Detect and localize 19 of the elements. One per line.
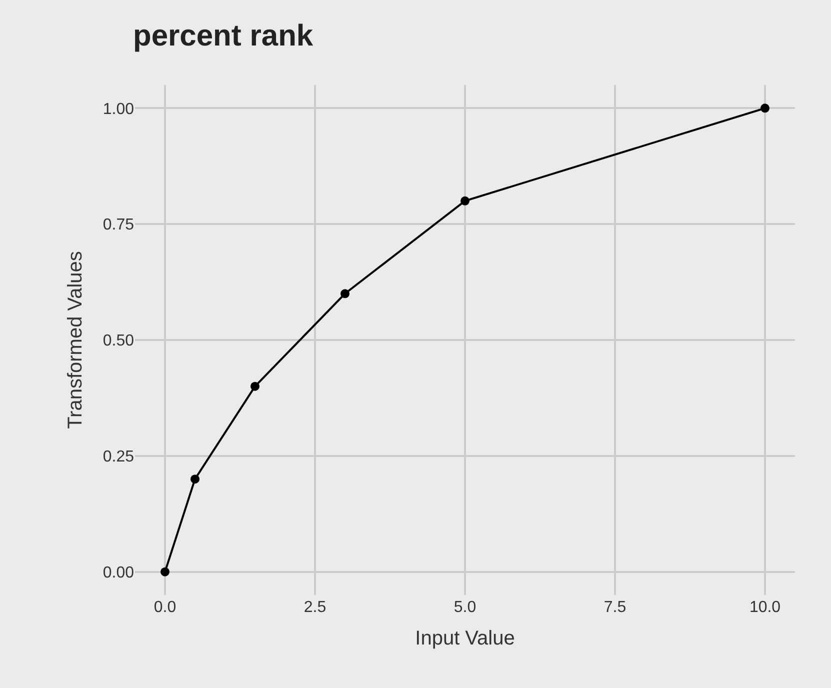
x-tick-label: 5.0 [454,599,476,616]
y-tick-label: 0.00 [102,564,134,582]
point [340,289,350,298]
point [160,567,170,576]
y-tick-label: 0.75 [102,216,134,234]
x-tick-label: 7.5 [604,599,626,616]
y-axis-title: Transformed Values [64,251,86,429]
y-tick-label: 1.00 [102,100,134,118]
x-tick-label: 2.5 [304,599,326,616]
point [250,382,260,391]
x-axis-title: Input Value [415,628,515,650]
x-tick-label: 10.0 [749,599,781,616]
point [460,196,470,206]
x-tick-label: 0.0 [154,599,176,616]
y-tick-label: 0.50 [102,332,134,350]
y-tick-label: 0.25 [102,448,134,466]
point [760,104,770,113]
chart-title: percent rank [133,20,314,52]
point [190,474,200,484]
